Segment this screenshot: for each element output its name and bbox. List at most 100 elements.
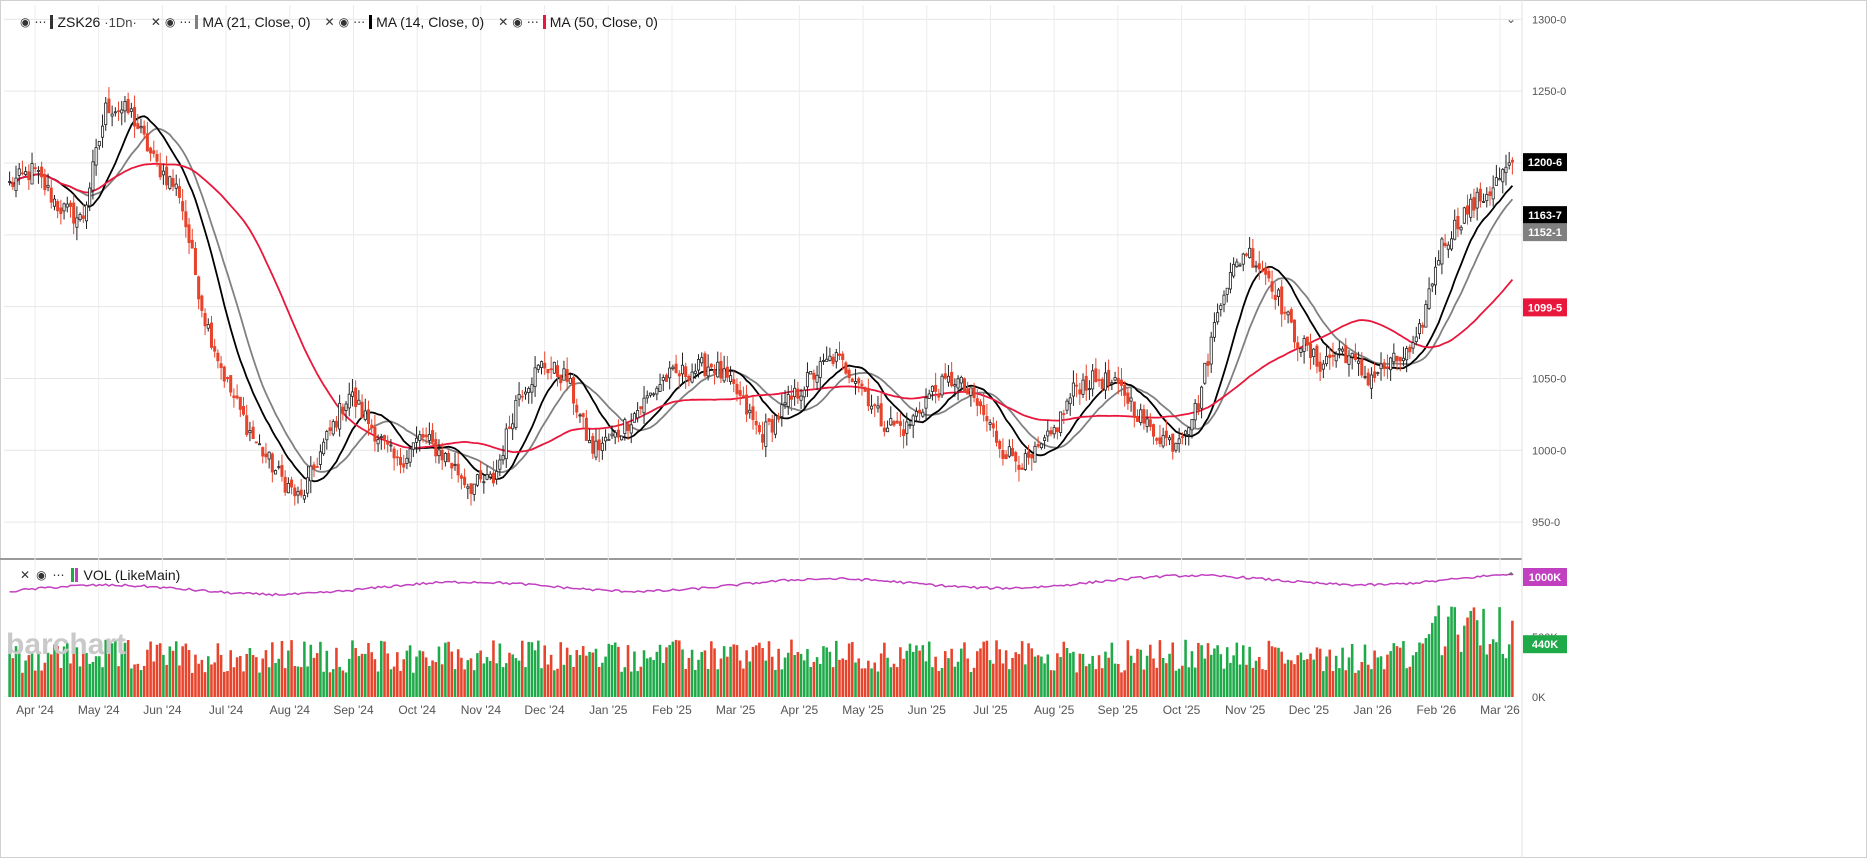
- volume-bar: [1334, 655, 1338, 697]
- volume-bar: [277, 658, 281, 697]
- candle-body: [193, 247, 197, 276]
- chevron-up-icon[interactable]: ⌃: [1506, 570, 1517, 584]
- candle-body: [350, 391, 354, 397]
- symbol-label[interactable]: ZSK26: [57, 14, 101, 30]
- volume-bar: [1168, 653, 1171, 697]
- candle-body: [113, 111, 117, 114]
- volume-bar: [1261, 669, 1264, 697]
- time-tick-label: Jul '25: [973, 703, 1008, 717]
- candle-body: [171, 178, 175, 187]
- moving-average-lines: [9, 115, 1514, 483]
- volume-bar: [1405, 668, 1408, 697]
- volume-bar: [1322, 671, 1325, 697]
- volume-bar: [1376, 657, 1380, 697]
- candle-body: [325, 431, 329, 441]
- volume-bar: [1472, 607, 1476, 697]
- candle-body: [386, 442, 390, 445]
- close-icon[interactable]: ✕: [20, 568, 31, 582]
- close-icon[interactable]: ✕: [150, 15, 161, 29]
- volume-bar: [1238, 664, 1242, 697]
- volume-bar: [283, 668, 287, 697]
- chevron-down-icon[interactable]: ⌄: [1506, 12, 1517, 26]
- candle-body: [588, 439, 592, 444]
- volume-bar: [123, 642, 127, 697]
- candle-body: [306, 477, 310, 494]
- candle-body: [1360, 358, 1364, 376]
- candle-body: [1478, 188, 1482, 202]
- candle-body: [418, 434, 422, 441]
- ma21-label[interactable]: MA (21, Close, 0): [202, 14, 311, 30]
- time-tick-label: Feb '25: [652, 703, 692, 717]
- volume-bar: [697, 659, 700, 697]
- eye-icon[interactable]: ◉: [512, 15, 523, 29]
- volume-bar: [219, 654, 223, 697]
- eye-icon[interactable]: ◉: [20, 15, 31, 29]
- volume-bar: [1418, 642, 1421, 697]
- candle-body: [719, 360, 723, 379]
- volume-bar: [700, 651, 704, 697]
- eye-icon[interactable]: ◉: [36, 568, 47, 582]
- candle-body: [209, 322, 213, 348]
- more-icon[interactable]: ⋯: [34, 15, 47, 29]
- volume-bar: [213, 662, 216, 697]
- more-icon[interactable]: ⋯: [52, 568, 65, 582]
- candle-body: [1139, 409, 1143, 423]
- more-icon[interactable]: ⋯: [526, 15, 539, 29]
- ma14-label[interactable]: MA (14, Close, 0): [376, 14, 485, 30]
- candle-body: [966, 388, 970, 395]
- volume-bar: [155, 644, 159, 697]
- price-tag-3: 1099-5: [1528, 302, 1562, 314]
- candle-body: [62, 203, 66, 212]
- study-legend-ma50: ✕ ◉ ⋯ MA (50, Close, 0): [498, 14, 658, 30]
- ma50-label[interactable]: MA (50, Close, 0): [549, 14, 658, 30]
- volume-bar: [870, 668, 873, 697]
- candle-body: [440, 450, 444, 461]
- volume-bar: [1024, 664, 1027, 697]
- candle-body: [229, 375, 233, 393]
- volume-bar: [1129, 655, 1133, 697]
- close-icon[interactable]: ✕: [498, 15, 509, 29]
- interval-label[interactable]: ·1Dn·: [104, 14, 137, 30]
- candle-body: [498, 459, 502, 470]
- candle-body: [895, 420, 899, 424]
- time-tick-label: Sep '24: [333, 703, 374, 717]
- candle-body: [1254, 265, 1258, 268]
- volume-bar: [799, 653, 803, 697]
- more-icon[interactable]: ⋯: [179, 15, 192, 29]
- volume-bar: [1382, 669, 1386, 697]
- volume-bar: [418, 650, 422, 697]
- candle-body: [581, 413, 585, 417]
- volume-bar: [1008, 669, 1011, 697]
- volume-bar: [440, 664, 444, 697]
- candle-body: [168, 176, 172, 189]
- volume-label[interactable]: VOL (LikeMain): [83, 567, 181, 583]
- more-icon[interactable]: ⋯: [353, 15, 366, 29]
- volume-bar: [178, 665, 181, 697]
- candle-body: [1491, 187, 1495, 200]
- candle-body: [1123, 384, 1127, 396]
- eye-icon[interactable]: ◉: [164, 15, 176, 29]
- candle-body: [1251, 248, 1255, 268]
- candle-body: [1206, 361, 1210, 366]
- volume-bar: [530, 642, 534, 697]
- volume-bar: [924, 661, 928, 697]
- eye-icon[interactable]: ◉: [338, 15, 350, 29]
- candle-body: [536, 364, 540, 370]
- volume-bar: [879, 653, 883, 697]
- candle-body: [434, 439, 438, 457]
- volume-bar: [1360, 662, 1364, 697]
- volume-bar: [546, 664, 550, 697]
- candle-body: [783, 402, 787, 406]
- volume-bar: [402, 659, 406, 697]
- candle-body: [1036, 444, 1040, 447]
- close-icon[interactable]: ✕: [324, 15, 335, 29]
- candle-body: [59, 207, 63, 214]
- volume-bar: [1395, 646, 1399, 697]
- candle-body: [1007, 446, 1011, 457]
- volume-bar: [1466, 617, 1469, 697]
- candle-body: [1424, 304, 1428, 328]
- volume-bar: [146, 649, 149, 697]
- candle-body: [424, 434, 428, 438]
- volume-bar: [351, 640, 354, 697]
